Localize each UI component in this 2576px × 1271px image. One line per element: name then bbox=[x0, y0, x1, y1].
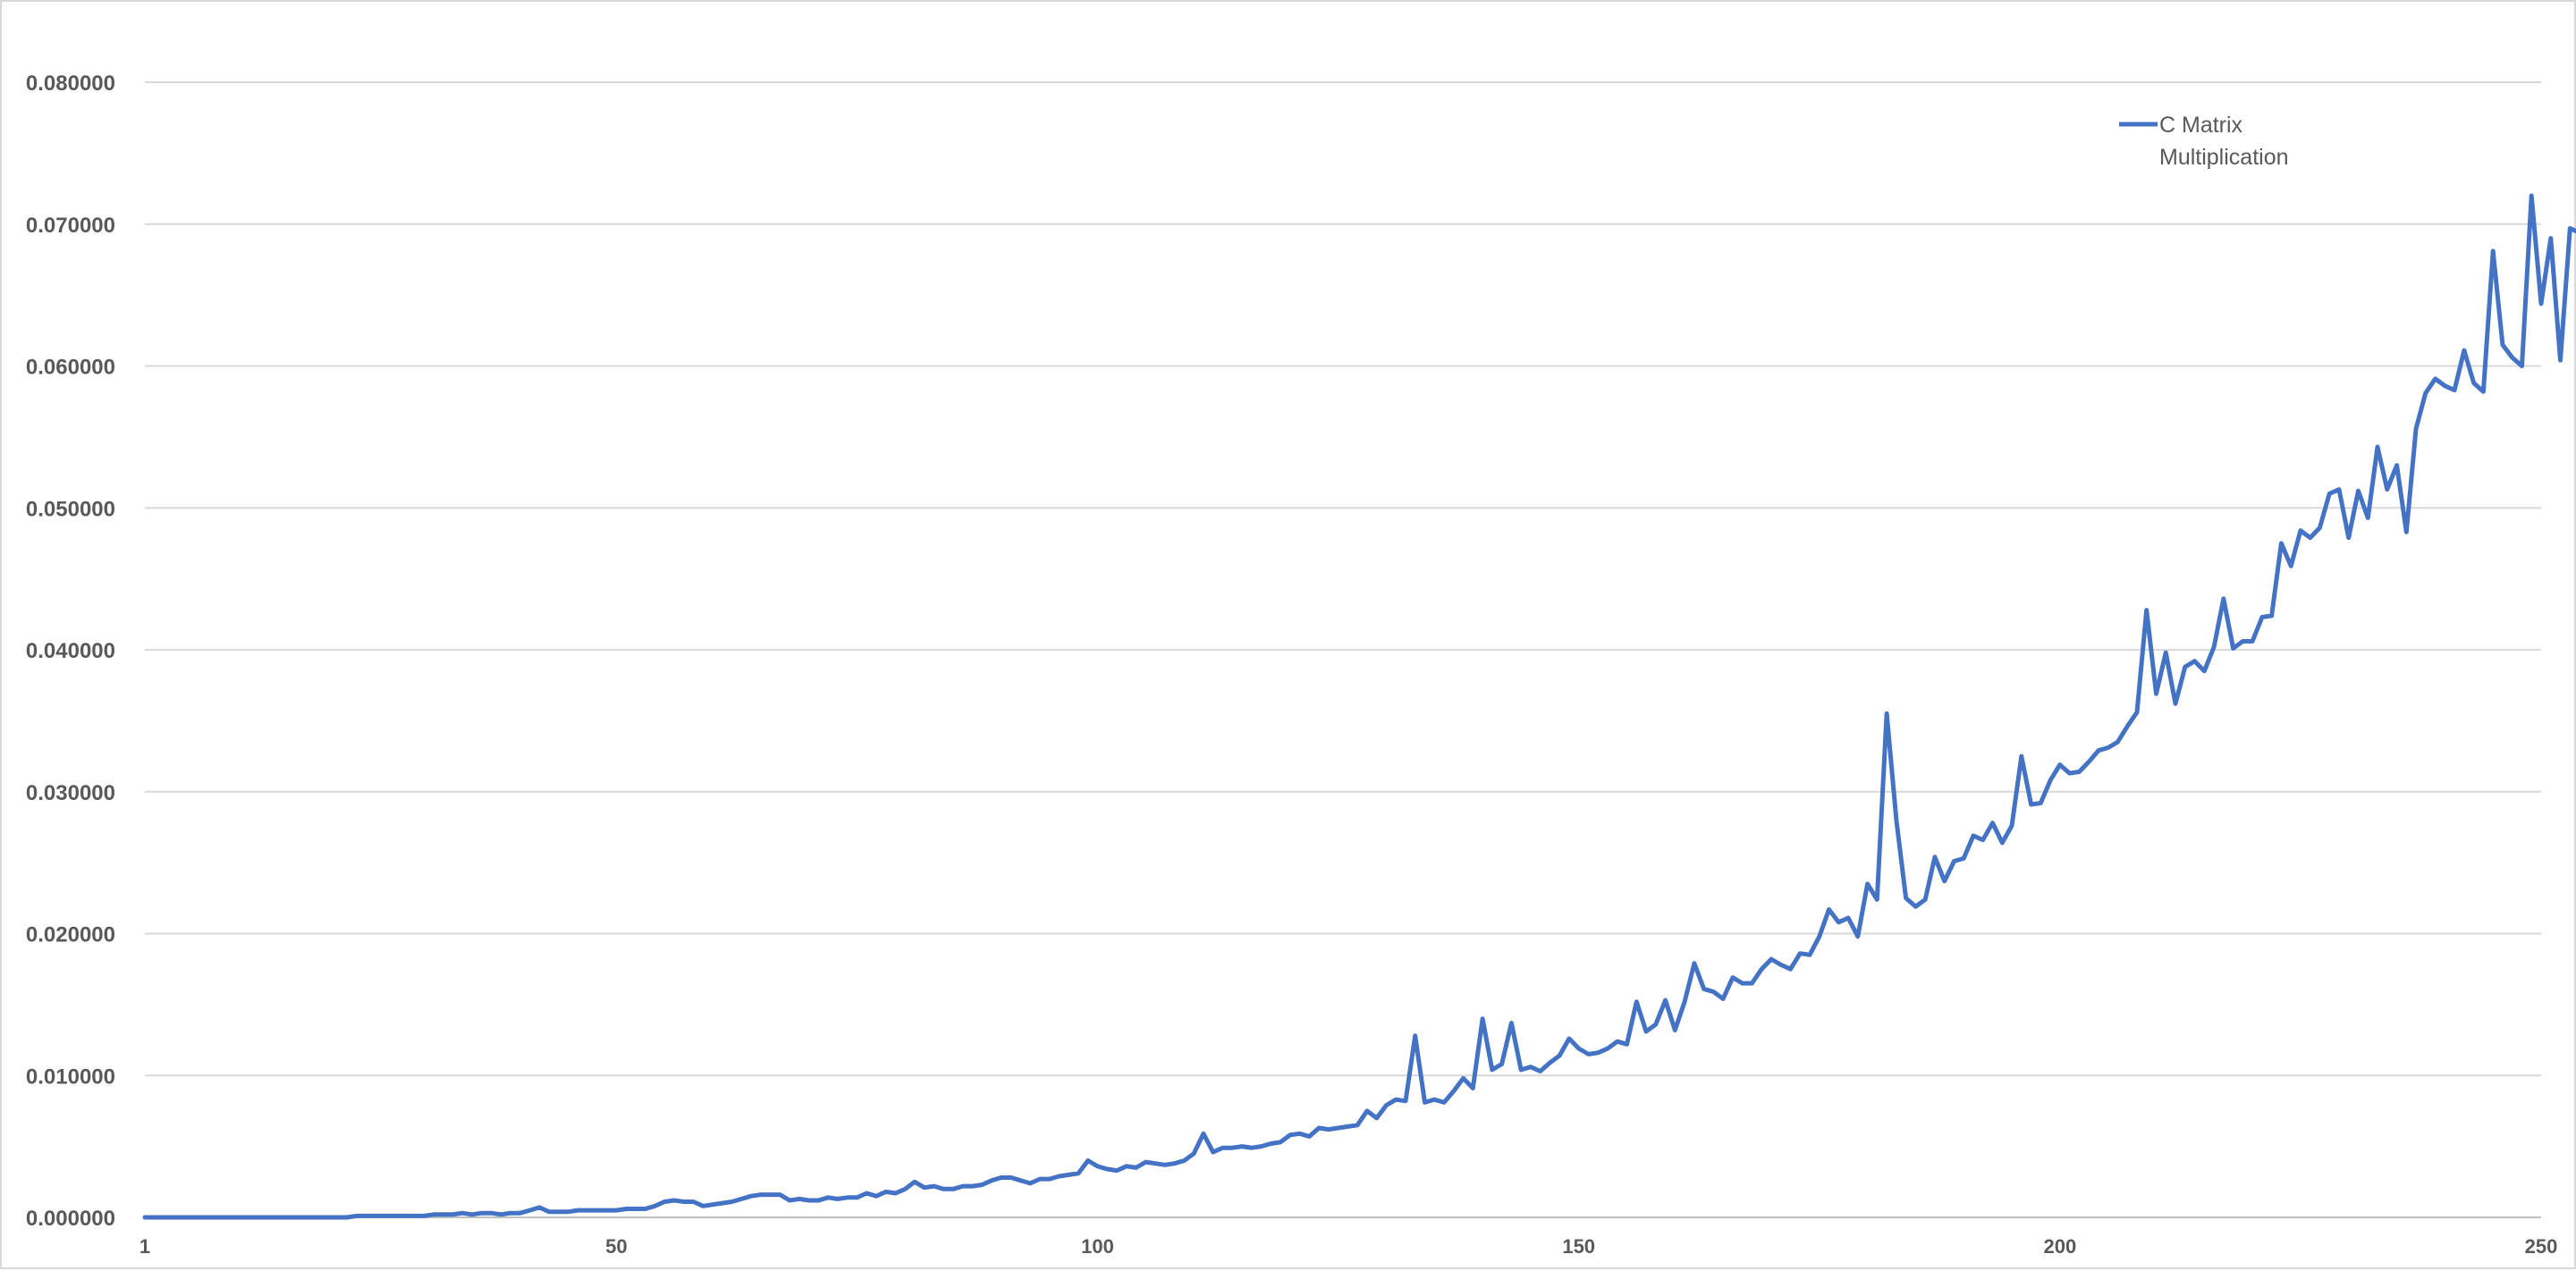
x-axis-tick-labels: 1 50 100 150 200 250 bbox=[139, 1235, 2557, 1258]
gridlines bbox=[145, 81, 2541, 1077]
y-tick-label: 0.050000 bbox=[26, 497, 115, 521]
x-tick-label: 50 bbox=[605, 1235, 627, 1258]
legend-label-line-2: Multiplication bbox=[2159, 145, 2289, 170]
legend-label-line-1: C Matrix bbox=[2159, 113, 2243, 138]
x-tick-label: 200 bbox=[2043, 1235, 2076, 1258]
y-tick-label: 0.070000 bbox=[26, 214, 115, 238]
x-tick-label: 1 bbox=[139, 1235, 150, 1258]
y-tick-label: 0.040000 bbox=[26, 639, 115, 663]
x-tick-label: 150 bbox=[1562, 1235, 1595, 1258]
y-tick-label: 0.020000 bbox=[26, 923, 115, 947]
y-tick-label: 0.080000 bbox=[26, 72, 115, 96]
y-tick-label: 0.000000 bbox=[26, 1207, 115, 1231]
x-tick-label: 100 bbox=[1081, 1235, 1114, 1258]
series bbox=[142, 193, 2576, 1220]
y-tick-label: 0.060000 bbox=[26, 356, 115, 380]
x-tick-label: 250 bbox=[2525, 1235, 2558, 1258]
y-tick-label: 0.030000 bbox=[26, 781, 115, 805]
y-tick-label: 0.010000 bbox=[26, 1065, 115, 1089]
legend: C Matrix Multiplication bbox=[2119, 113, 2289, 170]
series-line-0 bbox=[142, 193, 2576, 1220]
y-axis-tick-labels: 0.000000 0.010000 0.020000 0.030000 0.040000… bbox=[26, 72, 115, 1231]
